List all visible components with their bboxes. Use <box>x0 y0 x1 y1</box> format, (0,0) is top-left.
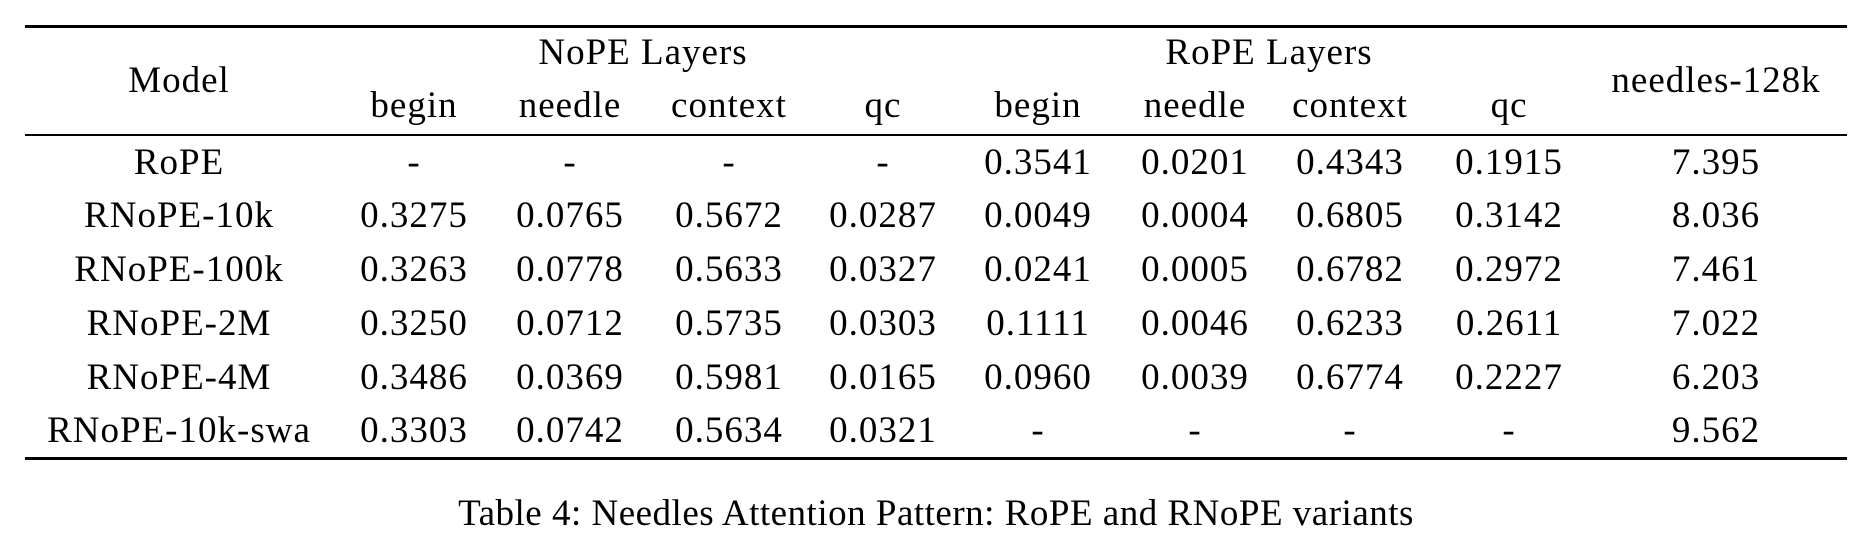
row-model-cell: RoPE <box>25 133 333 189</box>
value-cell: 0.6774 <box>1296 357 1404 398</box>
value-cell: 0.0303 <box>829 303 937 344</box>
value-cell: 0.0742 <box>516 410 624 452</box>
value-cell: 0.0287 <box>829 195 937 236</box>
col-group-nope-layers: NoPE Layers <box>538 31 748 73</box>
col-header-rope-context: context <box>1292 84 1408 126</box>
value-cell: - <box>1188 410 1202 452</box>
value-cell: 0.0712 <box>516 303 624 344</box>
table-row-rnope-10k-swa: RNoPE-10k-swa 0.3303 0.0742 0.5634 0.032… <box>25 405 1847 459</box>
value-cell: 7.395 <box>1585 133 1848 189</box>
value-cell: 0.3275 <box>360 195 468 236</box>
value-cell: - <box>1031 410 1045 452</box>
value-cell: 6.203 <box>1671 357 1761 398</box>
value-cell: 0.2611 <box>1455 303 1563 344</box>
table-row-rnope-100k: RNoPE-100k 0.3263 0.0778 0.5633 0.0327 0… <box>25 243 1847 297</box>
value-cell: - <box>495 133 645 189</box>
col-header-rope-begin: begin <box>994 84 1082 126</box>
value-cell: 0.5672 <box>675 195 783 236</box>
col-header-nope-qc: qc <box>864 84 902 126</box>
paper-table-figure: Model NoPE Layers RoPE Layers needles-12… <box>25 25 1848 534</box>
value-cell: 0.3263 <box>360 249 468 290</box>
value-cell: 0.0321 <box>829 410 937 452</box>
value-cell: 0.0765 <box>516 195 624 236</box>
value-cell: 9.562 <box>1671 410 1761 452</box>
value-cell: - <box>1343 410 1357 452</box>
results-table: Model NoPE Layers RoPE Layers needles-12… <box>25 25 1848 460</box>
value-cell: 0.5633 <box>675 249 783 290</box>
col-group-rope-layers: RoPE Layers <box>1165 31 1373 73</box>
value-cell: 0.0005 <box>1141 249 1249 290</box>
value-cell: 0.5735 <box>675 303 783 344</box>
value-cell: 0.0039 <box>1141 357 1249 398</box>
value-cell: 0.0369 <box>516 357 624 398</box>
value-cell: 0.0327 <box>829 249 937 290</box>
value-cell: 0.1915 <box>1433 133 1586 189</box>
col-header-rope-qc: qc <box>1490 84 1528 126</box>
row-model-cell: RNoPE-100k <box>74 249 284 290</box>
value-cell: 0.0960 <box>984 357 1092 398</box>
value-cell: 0.3303 <box>360 410 468 452</box>
table-row-rnope-10k: RNoPE-10k 0.3275 0.0765 0.5672 0.0287 0.… <box>25 189 1847 243</box>
value-cell: 0.3250 <box>360 303 468 344</box>
value-cell: 7.461 <box>1671 249 1761 290</box>
value-cell: - <box>333 133 495 189</box>
table-row-rope: RoPE - - - - 0.3541 0.0201 0.4343 0.1915… <box>25 133 1848 189</box>
value-cell: 7.022 <box>1671 303 1761 344</box>
col-header-needles-128k: needles-128k <box>1611 60 1821 102</box>
value-cell: 0.5981 <box>675 357 783 398</box>
value-cell: 0.2227 <box>1455 357 1563 398</box>
row-model-cell: RNoPE-4M <box>86 357 272 398</box>
table-row-rnope-2m: RNoPE-2M 0.3250 0.0712 0.5735 0.0303 0.1… <box>25 297 1847 351</box>
header-group-row: Model NoPE Layers RoPE Layers needles-12… <box>25 27 1847 102</box>
col-header-model: Model <box>128 60 230 102</box>
value-cell: 8.036 <box>1671 195 1761 236</box>
value-cell: 0.0165 <box>829 357 937 398</box>
col-header-nope-context: context <box>671 84 787 126</box>
row-model-cell: RNoPE-10k <box>84 195 274 236</box>
value-cell: 0.1111 <box>986 303 1090 344</box>
value-cell: - <box>1502 410 1516 452</box>
row-model-cell: RNoPE-10k-swa <box>47 410 311 452</box>
value-cell: 0.0778 <box>516 249 624 290</box>
value-cell: 0.5634 <box>675 410 783 452</box>
col-header-rope-needle: needle <box>1143 84 1247 126</box>
header-sub-row: begin needle context qc begin needle con… <box>25 77 1847 135</box>
value-cell: 0.6233 <box>1296 303 1404 344</box>
value-cell: 0.3486 <box>360 357 468 398</box>
row-model-cell: RNoPE-2M <box>86 303 272 344</box>
col-header-nope-needle: needle <box>518 84 622 126</box>
value-cell: 0.3142 <box>1455 195 1563 236</box>
value-cell: - <box>813 133 954 189</box>
value-cell: 0.0004 <box>1141 195 1249 236</box>
col-header-nope-begin: begin <box>370 84 458 126</box>
value-cell: 0.4343 <box>1267 133 1434 189</box>
value-cell: 0.0049 <box>984 195 1092 236</box>
value-cell: 0.6782 <box>1296 249 1404 290</box>
value-cell: 0.0241 <box>984 249 1092 290</box>
value-cell: 0.2972 <box>1455 249 1563 290</box>
table-caption: Table 4: Needles Attention Pattern: RoPE… <box>458 493 1414 534</box>
value-cell: 0.3541 <box>953 133 1124 189</box>
value-cell: 0.0046 <box>1141 303 1249 344</box>
value-cell: 0.0201 <box>1123 133 1268 189</box>
table-row-rnope-4m: RNoPE-4M 0.3486 0.0369 0.5981 0.0165 0.0… <box>25 351 1847 405</box>
value-cell: - <box>645 133 813 189</box>
value-cell: 0.6805 <box>1296 195 1404 236</box>
